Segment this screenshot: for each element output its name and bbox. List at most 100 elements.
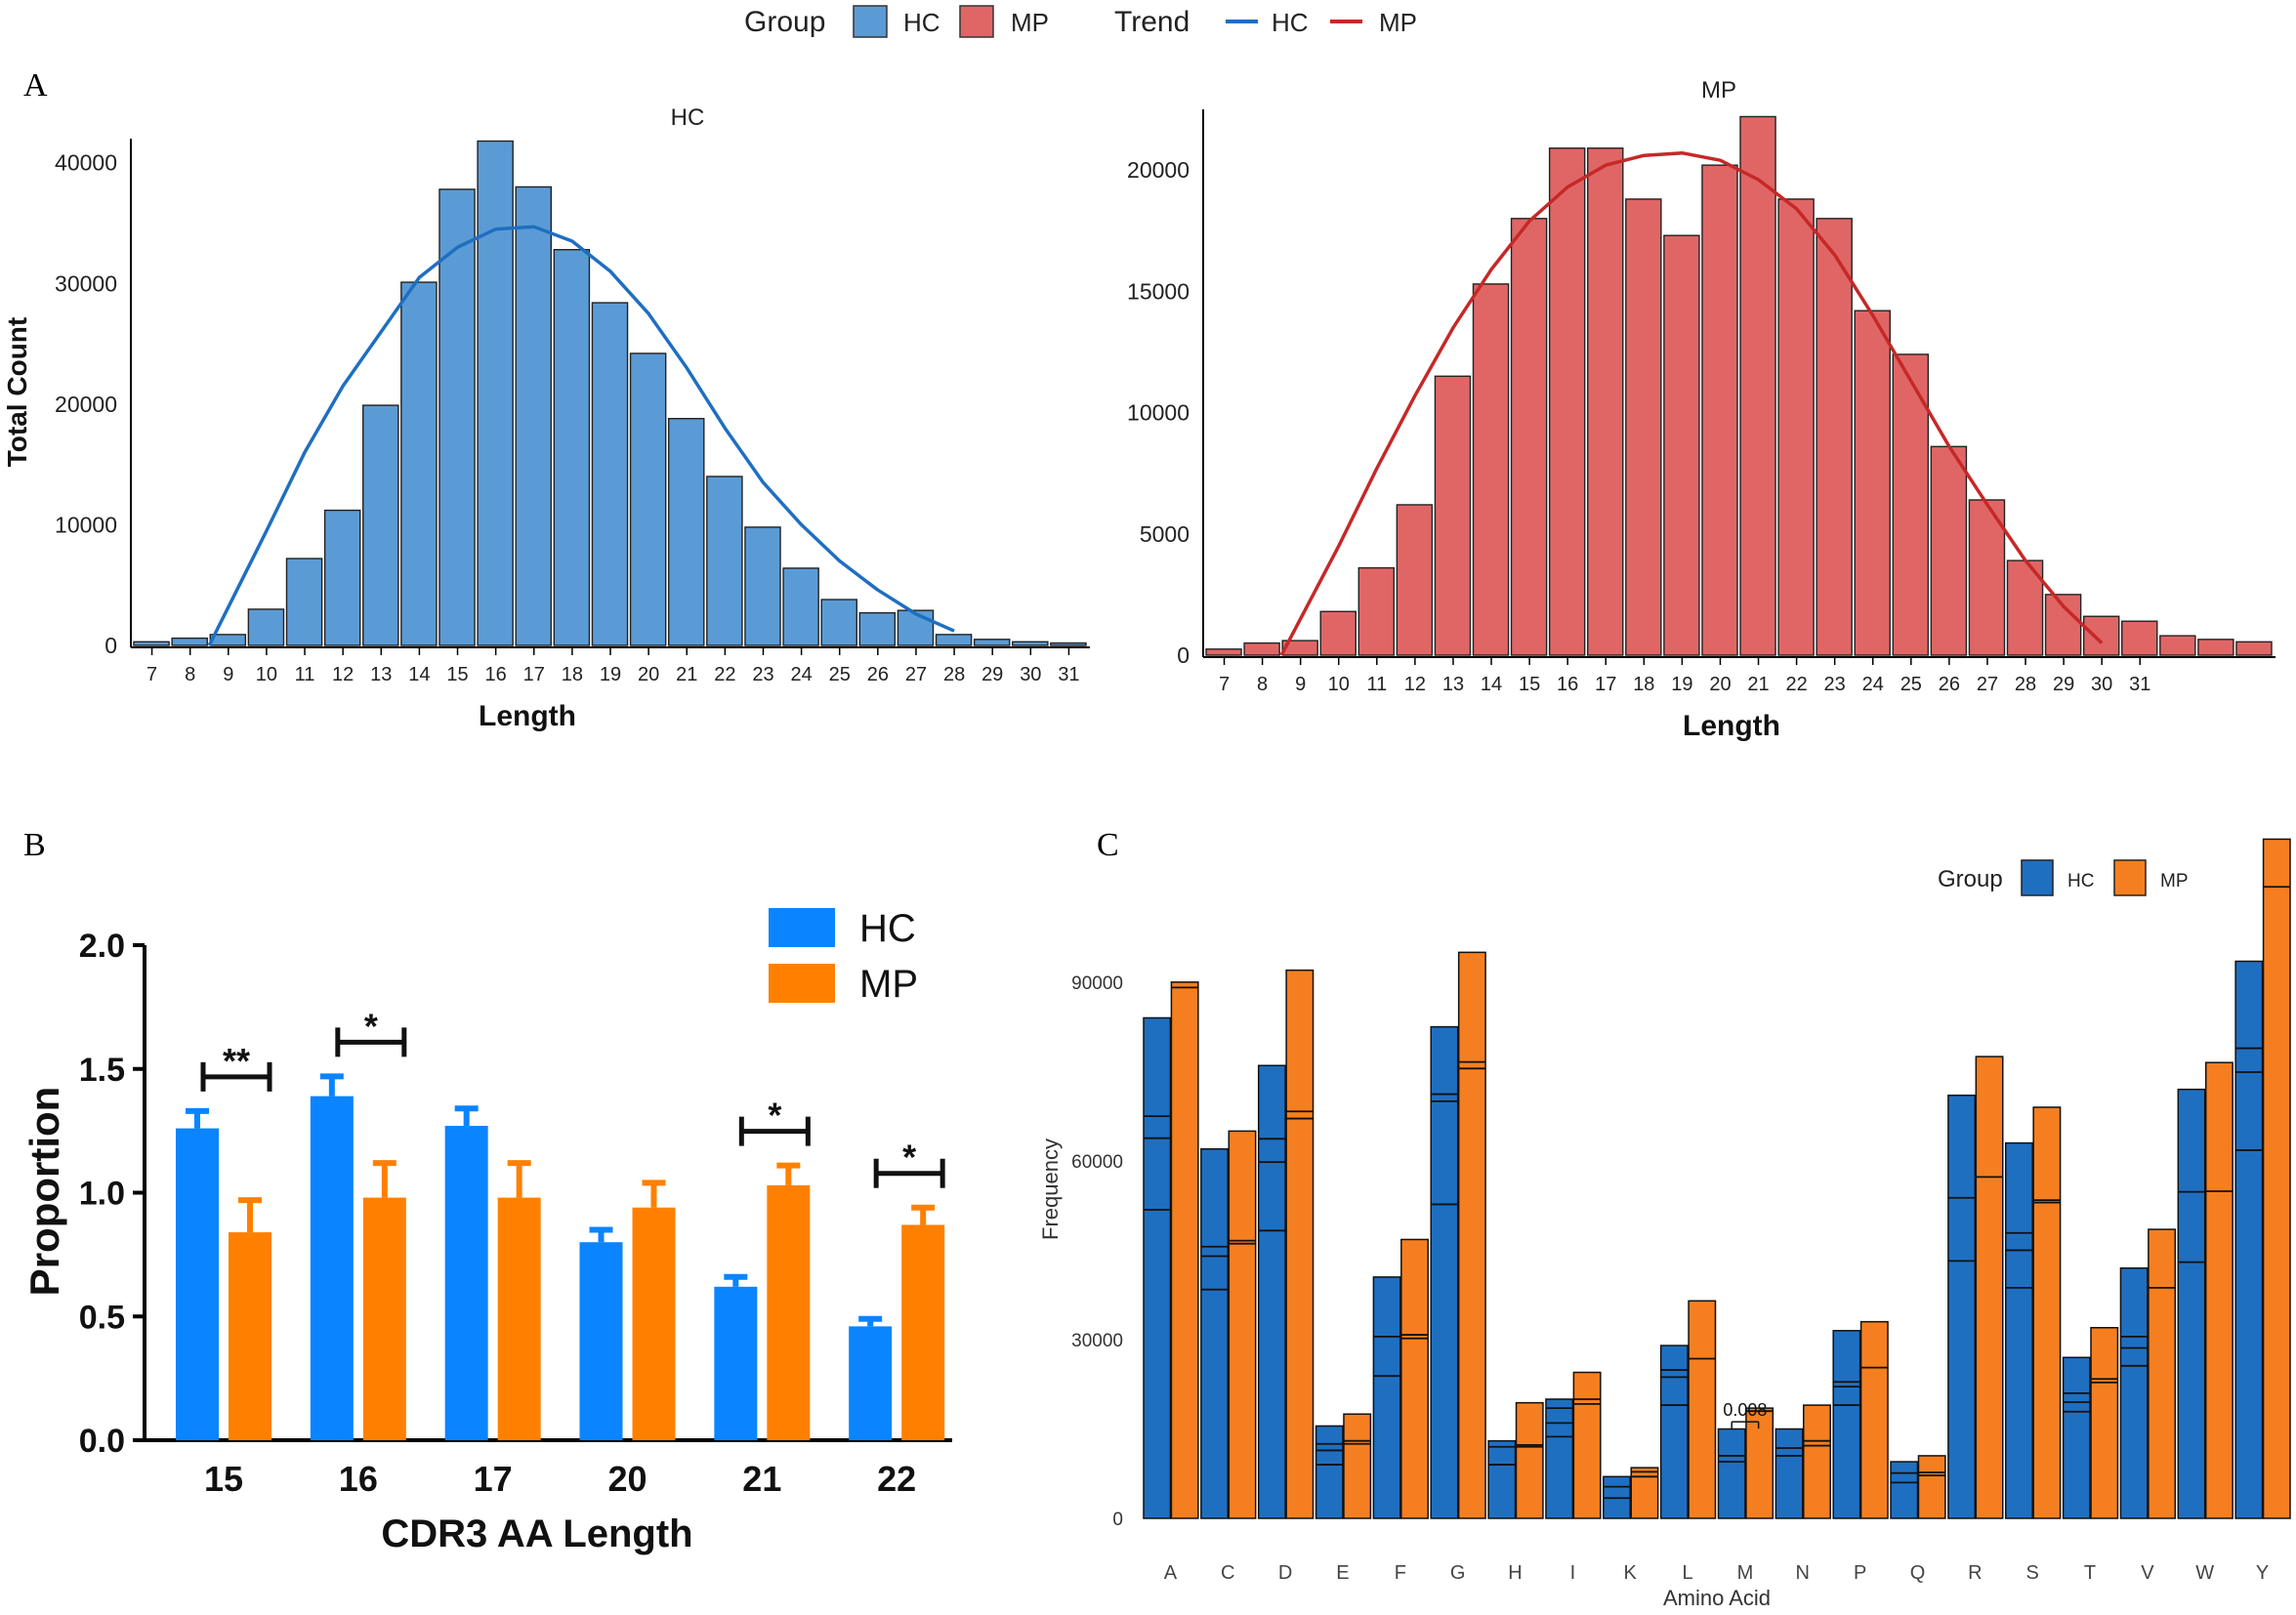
bar-mp (1572, 1371, 1602, 1519)
histogram-bar (2235, 641, 2273, 656)
histogram-bar (171, 637, 208, 646)
histogram-bar (1205, 648, 1242, 656)
legend-trend-hc-label: HC (1272, 8, 1309, 37)
x-tick-label: 9 (1295, 674, 1306, 695)
histogram-bar (1854, 310, 1891, 656)
bar-mp (1803, 1404, 1831, 1519)
bar-mp (497, 1197, 541, 1440)
x-tick-label: N (1796, 1562, 1810, 1584)
x-tick-label: 22 (1785, 674, 1807, 695)
x-tick-label: 15 (1519, 674, 1540, 695)
y-tick-label: 20000 (1127, 157, 1190, 183)
x-tick-label: 20 (1709, 674, 1731, 695)
bar-hc (579, 1242, 623, 1440)
bar-mp (1285, 969, 1315, 1519)
x-tick-label: 29 (2053, 674, 2074, 695)
histogram-bar (362, 404, 399, 646)
y-tick-label: 60000 (1071, 1152, 1123, 1173)
y-tick-label: 10000 (1127, 400, 1190, 426)
bar-mp (632, 1207, 676, 1440)
x-tick-label: 27 (1977, 674, 1998, 695)
bar-mp (1688, 1300, 1717, 1519)
x-tick-label: 20 (638, 664, 659, 685)
histogram-bar (1357, 566, 1396, 656)
histogram-bar (706, 476, 743, 646)
x-tick-label: R (1968, 1562, 1982, 1584)
histogram-bar (1281, 640, 1318, 656)
histogram-bar (2159, 635, 2196, 656)
x-tick-label: S (2026, 1562, 2039, 1584)
bar-mp (1400, 1238, 1429, 1519)
x-axis-label: Amino Acid (1663, 1586, 1771, 1610)
bar-hc (1774, 1428, 1804, 1519)
top-legend: Group HC MP Trend HC MP (744, 5, 1417, 38)
x-tick-label: 16 (1557, 674, 1578, 695)
legend-swatch-mp (769, 964, 835, 1003)
x-tick-label: 8 (1257, 674, 1268, 695)
x-tick-label: 12 (1404, 674, 1426, 695)
x-tick-label: 27 (905, 664, 927, 685)
histogram-bar (1816, 218, 1853, 656)
histogram-bar (1892, 353, 1930, 656)
y-tick-label: 10000 (55, 512, 117, 537)
bar-hc (2062, 1356, 2091, 1519)
histogram-bar (973, 639, 1011, 646)
x-tick-label: H (1508, 1562, 1522, 1584)
trend-line (207, 225, 955, 646)
histogram-bar (591, 302, 629, 646)
x-tick-label: 8 (185, 664, 195, 685)
x-tick-label: M (1737, 1562, 1754, 1584)
y-tick-label: 0 (104, 633, 117, 658)
bar-hc (176, 1128, 219, 1440)
chart-c-amino-acid: 0 30000 60000 90000 A C D E F G H I K L M N P Q R S T V W Y 0.00… (1038, 838, 2291, 1610)
legend-trend-mp-label: MP (1379, 8, 1417, 37)
legend-hc-label: HC (903, 8, 940, 37)
x-tick-label: 15 (204, 1459, 243, 1499)
x-tick-label: 14 (408, 664, 430, 685)
bar-mp (2032, 1106, 2062, 1519)
bar-hc (1890, 1461, 1919, 1519)
bar-mp (2262, 838, 2291, 1519)
bar-mp (2204, 1061, 2233, 1519)
x-tick-label: 31 (1058, 664, 1079, 685)
x-tick-label: 11 (295, 664, 315, 685)
legend-hc-swatch (853, 5, 888, 38)
x-tick-label: 16 (485, 664, 507, 685)
x-tick-label: 14 (1481, 674, 1502, 695)
x-tick-label: 11 (1366, 674, 1387, 695)
x-tick-label: Y (2256, 1562, 2269, 1584)
bar-mp (1630, 1467, 1659, 1519)
x-tick-label: 18 (1633, 674, 1654, 695)
significance-label: * (768, 1096, 781, 1136)
x-tick-label: G (1450, 1562, 1466, 1584)
bar-mp (1745, 1407, 1774, 1519)
y-tick-label: 90000 (1071, 973, 1123, 994)
bar-mp (1343, 1413, 1372, 1519)
bar-hc (1545, 1398, 1574, 1519)
bar-hc (1200, 1147, 1230, 1519)
bar-mp (1228, 1130, 1257, 1519)
x-tick-label: 17 (474, 1459, 513, 1499)
histogram-bar (1548, 147, 1586, 656)
histogram-bar (667, 417, 705, 646)
legend-swatch-hc (769, 908, 835, 947)
histogram-bar (400, 281, 438, 646)
bar-hc (849, 1326, 893, 1440)
x-tick-label: 29 (981, 664, 1003, 685)
bar-mp (901, 1224, 945, 1440)
x-tick-label: 7 (1219, 674, 1230, 695)
x-axis-label: Length (479, 700, 576, 732)
x-tick-label: 24 (1862, 674, 1884, 695)
histogram-bar (1930, 445, 1968, 656)
bar-hc (1717, 1428, 1746, 1519)
histogram-bar (1012, 641, 1049, 646)
legend-group-title: Group (744, 6, 825, 38)
x-tick-label: 16 (339, 1459, 378, 1499)
histogram-bar (1050, 642, 1087, 646)
bar-hc (1947, 1095, 1977, 1519)
x-tick-label: K (1624, 1562, 1638, 1584)
histogram-bar (858, 611, 897, 646)
bar-hc (1430, 1025, 1459, 1519)
x-tick-label: W (2195, 1562, 2214, 1584)
y-tick-label: 30000 (55, 270, 117, 296)
